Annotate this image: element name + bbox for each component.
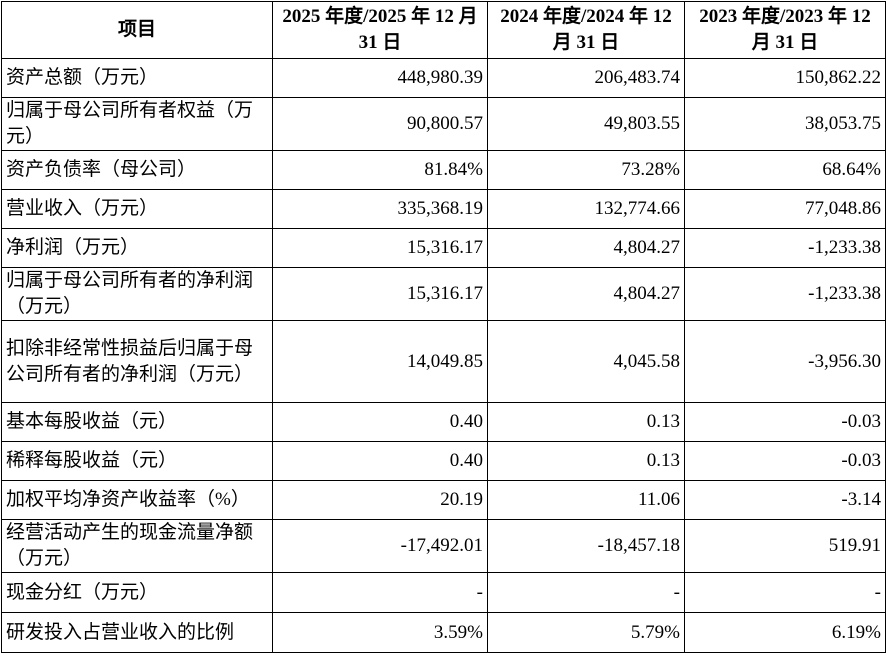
value-cell: 519.91: [684, 519, 886, 573]
row-label: 资产总额（万元）: [1, 58, 273, 98]
value-cell: 11.06: [487, 480, 685, 520]
value-cell: 77,048.86: [684, 189, 886, 229]
row-label: 营业收入（万元）: [1, 189, 273, 229]
table-row: 现金分红（万元） - - -: [1, 572, 886, 613]
value-cell: 6.19%: [684, 612, 886, 653]
row-label: 基本每股收益（元）: [1, 402, 273, 442]
value-cell: -0.03: [684, 441, 886, 481]
value-cell: 49,803.55: [487, 97, 685, 151]
value-cell: 0.40: [272, 441, 488, 481]
row-label: 加权平均净资产收益率（%）: [1, 480, 273, 520]
value-cell: 4,804.27: [487, 267, 685, 321]
table-body: 资产总额（万元） 448,980.39 206,483.74 150,862.22 归属…: [1, 58, 886, 653]
table-row: 研发投入占营业收入的比例 3.59% 5.79% 6.19%: [1, 612, 886, 653]
value-cell: 15,316.17: [272, 267, 488, 321]
row-label: 资产负债率（母公司）: [1, 150, 273, 190]
table-row: 资产负债率（母公司） 81.84% 73.28% 68.64%: [1, 150, 886, 190]
value-cell: 0.13: [487, 402, 685, 442]
value-cell: -0.03: [684, 402, 886, 442]
table-row: 加权平均净资产收益率（%） 20.19 11.06 -3.14: [1, 480, 886, 520]
header-cell: 2024 年度/2024 年 12 月 31 日: [487, 1, 685, 59]
table-row: 营业收入（万元） 335,368.19 132,774.66 77,048.86: [1, 189, 886, 229]
value-cell: 335,368.19: [272, 189, 488, 229]
row-label: 稀释每股收益（元）: [1, 441, 273, 481]
row-label: 经营活动产生的现金流量净额（万元）: [1, 519, 273, 573]
row-label: 归属于母公司所有者的净利润（万元）: [1, 267, 273, 321]
value-cell: 38,053.75: [684, 97, 886, 151]
row-label: 研发投入占营业收入的比例: [1, 612, 273, 653]
header-row: 项目 2025 年度/2025 年 12 月 31 日 2024 年度/2024 年…: [1, 1, 886, 59]
table-row: 归属于母公司所有者权益（万元） 90,800.57 49,803.55 38,053.…: [1, 97, 886, 151]
value-cell: 73.28%: [487, 150, 685, 190]
value-cell: 81.84%: [272, 150, 488, 190]
value-cell: 90,800.57: [272, 97, 488, 151]
value-cell: 4,804.27: [487, 228, 685, 268]
value-cell: 68.64%: [684, 150, 886, 190]
value-cell: -3,956.30: [684, 320, 886, 403]
value-cell: 15,316.17: [272, 228, 488, 268]
table-row: 稀释每股收益（元） 0.40 0.13 -0.03: [1, 441, 886, 481]
value-cell: 0.13: [487, 441, 685, 481]
header-cell: 项目: [1, 1, 273, 59]
table-row: 归属于母公司所有者的净利润（万元） 15,316.17 4,804.27 -1,233…: [1, 267, 886, 321]
table-row: 经营活动产生的现金流量净额（万元） -17,492.01 -18,457.18 519…: [1, 519, 886, 573]
value-cell: -17,492.01: [272, 519, 488, 573]
table-header: 项目 2025 年度/2025 年 12 月 31 日 2024 年度/2024 年…: [1, 1, 886, 59]
value-cell: 150,862.22: [684, 58, 886, 98]
value-cell: 4,045.58: [487, 320, 685, 403]
value-cell: 448,980.39: [272, 58, 488, 98]
table-row: 扣除非经常性损益后归属于母公司所有者的净利润（万元） 14,049.85 4,045…: [1, 320, 886, 403]
value-cell: 5.79%: [487, 612, 685, 653]
row-label: 现金分红（万元）: [1, 572, 273, 613]
value-cell: 3.59%: [272, 612, 488, 653]
value-cell: -3.14: [684, 480, 886, 520]
value-cell: -1,233.38: [684, 267, 886, 321]
value-cell: -: [684, 572, 886, 613]
row-label: 归属于母公司所有者权益（万元）: [1, 97, 273, 151]
value-cell: -: [272, 572, 488, 613]
table-row: 基本每股收益（元） 0.40 0.13 -0.03: [1, 402, 886, 442]
row-label: 净利润（万元）: [1, 228, 273, 268]
row-label: 扣除非经常性损益后归属于母公司所有者的净利润（万元）: [1, 320, 273, 403]
header-cell: 2025 年度/2025 年 12 月 31 日: [272, 1, 488, 59]
value-cell: 14,049.85: [272, 320, 488, 403]
value-cell: 0.40: [272, 402, 488, 442]
value-cell: 206,483.74: [487, 58, 685, 98]
table-row: 资产总额（万元） 448,980.39 206,483.74 150,862.22: [1, 58, 886, 98]
value-cell: -: [487, 572, 685, 613]
table-row: 净利润（万元） 15,316.17 4,804.27 -1,233.38: [1, 228, 886, 268]
value-cell: -1,233.38: [684, 228, 886, 268]
value-cell: 132,774.66: [487, 189, 685, 229]
value-cell: 20.19: [272, 480, 488, 520]
header-cell: 2023 年度/2023 年 12 月 31 日: [684, 1, 886, 59]
value-cell: -18,457.18: [487, 519, 685, 573]
